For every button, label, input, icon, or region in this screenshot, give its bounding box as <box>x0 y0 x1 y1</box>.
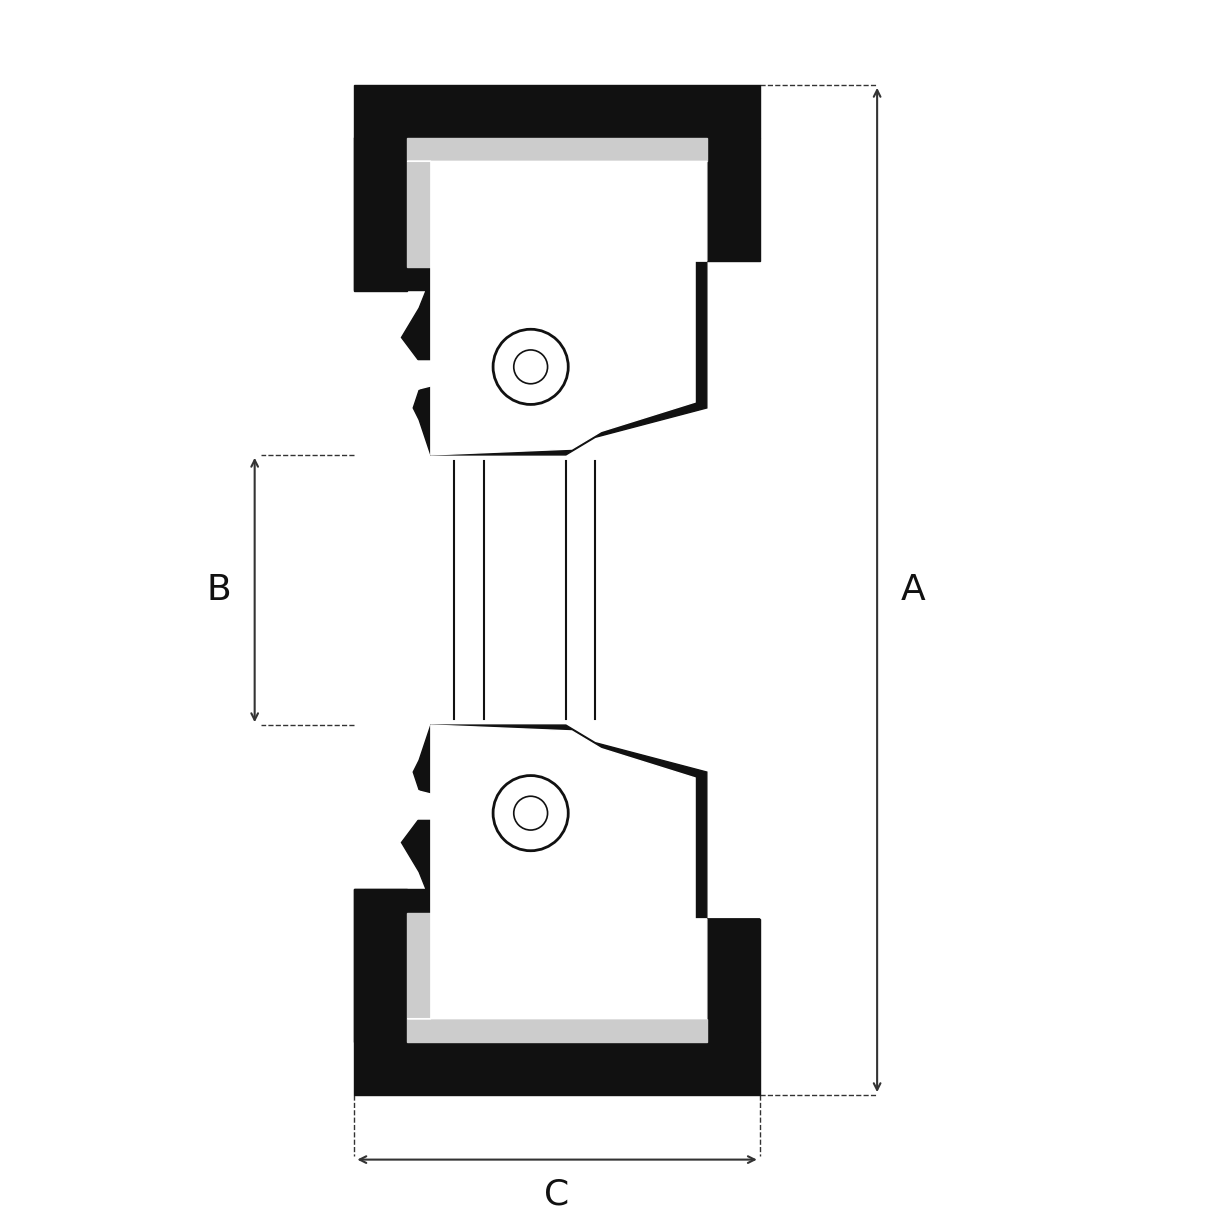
Bar <box>408 1019 707 1042</box>
Polygon shape <box>408 161 707 455</box>
Bar <box>408 913 431 1019</box>
Polygon shape <box>413 789 437 819</box>
Polygon shape <box>413 361 437 391</box>
Text: B: B <box>206 573 231 607</box>
Circle shape <box>493 776 568 851</box>
Polygon shape <box>354 725 760 1042</box>
Polygon shape <box>408 725 707 1019</box>
Bar <box>707 138 760 261</box>
Circle shape <box>493 329 568 404</box>
Circle shape <box>514 796 548 830</box>
Bar <box>408 161 431 267</box>
Bar <box>408 138 707 161</box>
Bar <box>354 138 408 290</box>
Bar <box>354 85 760 138</box>
Polygon shape <box>354 138 760 455</box>
Bar <box>354 890 408 1042</box>
Bar <box>707 919 760 1042</box>
Bar <box>354 1042 760 1095</box>
Circle shape <box>514 350 548 384</box>
Text: A: A <box>901 573 925 607</box>
Text: C: C <box>544 1178 569 1212</box>
